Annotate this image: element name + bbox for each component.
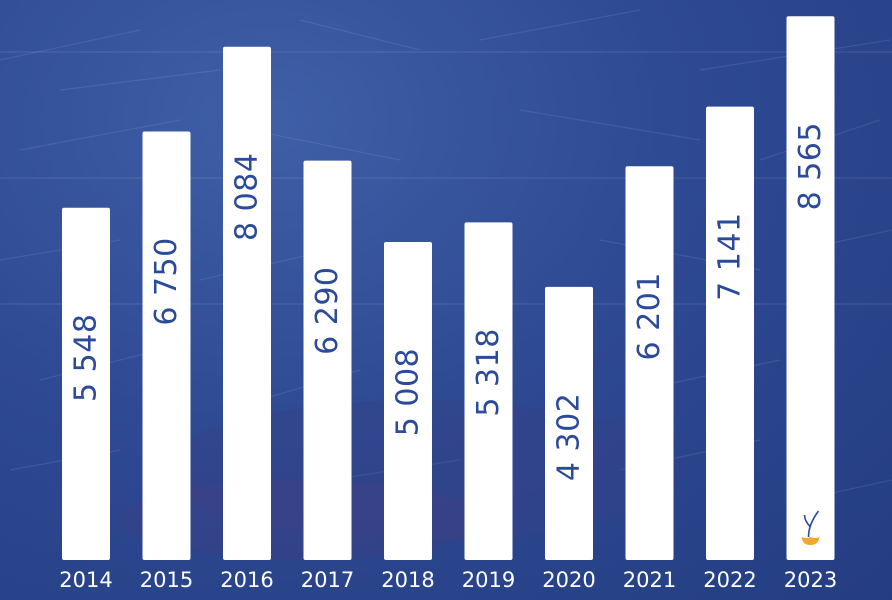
bar-value-label-2023: 8 565 (793, 122, 828, 210)
x-tick-label-2019: 2019 (462, 568, 515, 592)
bar-2023 (786, 16, 835, 560)
bar-2019 (464, 222, 513, 560)
bar-2015 (142, 131, 191, 560)
x-tick-label-2016: 2016 (220, 568, 273, 592)
x-tick-label-2020: 2020 (542, 568, 595, 592)
bar-value-label-2015: 6 750 (149, 237, 184, 325)
bar-value-label-2018: 5 008 (391, 348, 426, 436)
bar-2022 (706, 106, 754, 561)
x-tick-label-2022: 2022 (703, 568, 756, 592)
bar-2014 (62, 207, 110, 560)
bar-value-label-2022: 7 141 (713, 212, 748, 300)
bar-2021 (625, 166, 674, 561)
x-tick-label-2014: 2014 (59, 568, 112, 592)
bar-value-label-2020: 4 302 (552, 393, 587, 481)
x-tick-label-2018: 2018 (381, 568, 434, 592)
bar-value-label-2021: 6 201 (632, 272, 667, 360)
bar-2016 (223, 46, 271, 560)
x-tick-label-2023: 2023 (784, 568, 837, 592)
x-tick-label-2017: 2017 (301, 568, 354, 592)
bar-2017 (303, 160, 352, 560)
bar-value-label-2017: 6 290 (310, 266, 345, 354)
bar-value-label-2014: 5 548 (69, 314, 104, 402)
bar-2018 (384, 242, 432, 560)
bar-value-label-2019: 5 318 (471, 328, 506, 416)
x-tick-label-2021: 2021 (623, 568, 676, 592)
flower-icon (801, 510, 820, 545)
bar-value-label-2016: 8 084 (230, 153, 265, 241)
x-tick-label-2015: 2015 (140, 568, 193, 592)
bar-2020 (545, 286, 593, 560)
